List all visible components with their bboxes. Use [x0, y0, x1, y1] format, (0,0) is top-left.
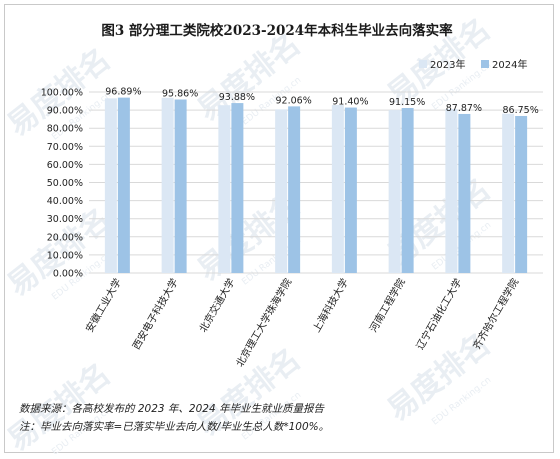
data-labels: 96.89% 95.86% 93.88% 92.06% 91.40% 91.15% 87.8…	[105, 87, 538, 116]
y-tick-label: 30.00%	[47, 214, 83, 225]
data-label: 96.89%	[105, 87, 141, 98]
bar-2023	[388, 110, 401, 273]
bars	[104, 97, 528, 274]
bar-2023	[275, 109, 288, 273]
y-tick-label: 60.00%	[47, 160, 83, 171]
data-label: 95.86%	[162, 88, 198, 99]
bar-2024	[401, 108, 414, 274]
gridlines	[89, 91, 543, 274]
bar-2023	[331, 105, 344, 273]
bar-2024	[344, 107, 357, 273]
bar-2023	[104, 98, 117, 274]
data-label: 93.88%	[219, 92, 255, 103]
bar-2024	[117, 97, 130, 274]
data-label: 92.06%	[276, 95, 312, 106]
legend-swatch	[419, 60, 427, 68]
y-tick-label: 50.00%	[47, 178, 83, 189]
bar-2024	[288, 106, 301, 273]
y-tick-label: 70.00%	[47, 142, 83, 153]
data-label: 91.15%	[389, 97, 425, 108]
bar-2023	[218, 105, 231, 273]
legend: 2023年 2024年	[419, 58, 527, 71]
y-tick-label: 90.00%	[47, 106, 83, 117]
legend-label: 2023年	[430, 58, 465, 71]
legend-label: 2024年	[492, 58, 527, 71]
formula-note: 注：毕业去向落实率=已落实毕业去向人数/毕业生总人数*100%。	[19, 421, 330, 433]
source-note: 数据来源：各高校发布的 2023 年、2024 年毕业生就业质量报告	[19, 403, 324, 415]
y-tick-label: 0.00%	[53, 269, 83, 280]
data-label: 91.40%	[332, 97, 368, 108]
x-axis-label: 安徽工业大学	[83, 276, 124, 334]
legend-swatch	[481, 60, 489, 68]
chart-title: 图3 部分理工类院校2023-2024年本科生毕业去向落实率	[101, 22, 453, 39]
data-label: 86.75%	[503, 105, 539, 116]
x-axis-label: 齐齐哈尔工程学院	[470, 276, 521, 352]
y-tick-label: 40.00%	[47, 196, 83, 207]
bar-2023	[445, 109, 458, 273]
bar-2023	[161, 97, 174, 274]
y-tick-label: 80.00%	[47, 124, 83, 135]
bar-2024	[174, 99, 187, 273]
y-tick-label: 100.00%	[41, 88, 83, 99]
bar-2024	[231, 103, 244, 273]
bar-2024	[515, 115, 528, 273]
bar-2023	[502, 113, 515, 273]
chart-frame: 易度排名 EDU Ranking.cn 易度排名 EDU Ranking.cn 易度排名…	[4, 4, 554, 454]
x-axis-label: 上海科技大学	[310, 276, 351, 334]
data-label: 87.87%	[446, 103, 482, 114]
bar-2024	[458, 113, 471, 274]
x-axis-label: 河南工程学院	[366, 276, 407, 334]
x-axis-label: 西安电子科技大学	[129, 276, 180, 352]
y-tick-label: 20.00%	[47, 232, 83, 243]
y-tick-label: 10.00%	[47, 250, 83, 261]
y-axis-ticks: 0.00% 10.00% 20.00% 30.00% 40.00% 50.00% 60.00…	[41, 88, 83, 280]
